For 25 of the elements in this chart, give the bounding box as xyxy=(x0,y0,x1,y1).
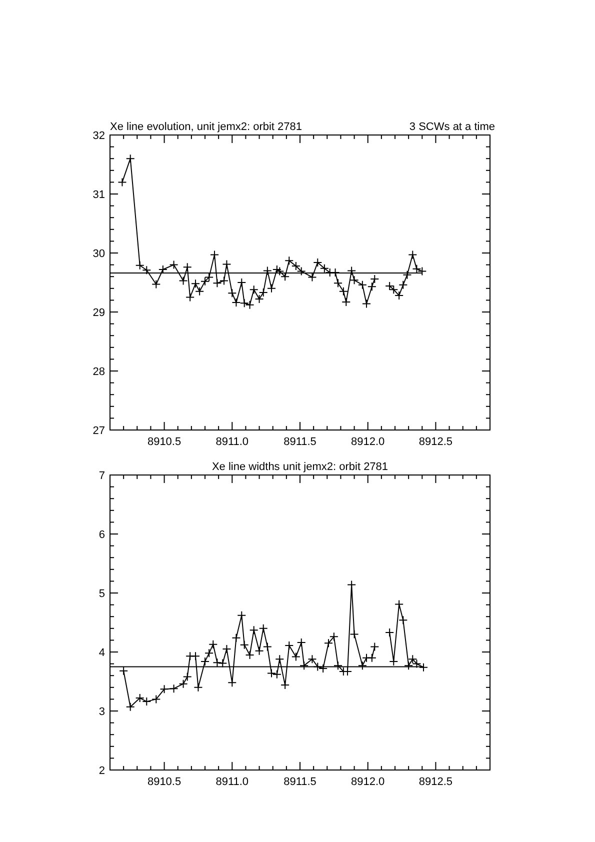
y-tick-label: 31 xyxy=(92,189,105,201)
x-tick-label: 8912.5 xyxy=(418,776,453,788)
x-tick-label: 8911.5 xyxy=(284,776,316,788)
x-tick-label: 8911.5 xyxy=(284,436,316,448)
x-tick-label: 8912.0 xyxy=(351,436,385,448)
x-tick-label: 8910.5 xyxy=(147,436,182,448)
y-tick-label: 6 xyxy=(98,529,105,541)
y-tick-label: 32 xyxy=(92,130,105,142)
y-tick-label: 7 xyxy=(98,470,105,482)
y-tick-label: 5 xyxy=(98,588,105,600)
chart-title: Xe line evolution, unit jemx2: orbit 2781 xyxy=(110,121,302,133)
y-tick-label: 28 xyxy=(92,366,105,378)
chart-title: Xe line widths unit jemx2: orbit 2781 xyxy=(212,461,388,473)
x-tick-label: 8912.0 xyxy=(351,776,385,788)
x-tick-label: 8911.0 xyxy=(216,436,249,448)
y-tick-label: 2 xyxy=(98,765,105,777)
y-tick-label: 29 xyxy=(92,307,105,319)
x-tick-label: 8910.5 xyxy=(147,776,182,788)
y-tick-label: 30 xyxy=(92,248,105,260)
y-tick-label: 27 xyxy=(92,425,105,437)
y-tick-label: 4 xyxy=(98,647,105,659)
x-tick-label: 8912.5 xyxy=(418,436,453,448)
x-tick-label: 8911.0 xyxy=(216,776,249,788)
y-tick-label: 3 xyxy=(98,706,105,718)
text: 3 SCWs at a time xyxy=(409,121,495,133)
